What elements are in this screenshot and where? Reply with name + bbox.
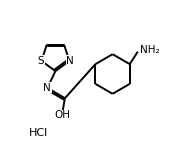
Text: HCl: HCl xyxy=(29,128,48,138)
Text: OH: OH xyxy=(54,110,70,120)
Text: N: N xyxy=(44,83,51,93)
Text: S: S xyxy=(37,56,44,66)
Text: N: N xyxy=(66,56,74,66)
Text: NH₂: NH₂ xyxy=(140,45,160,56)
